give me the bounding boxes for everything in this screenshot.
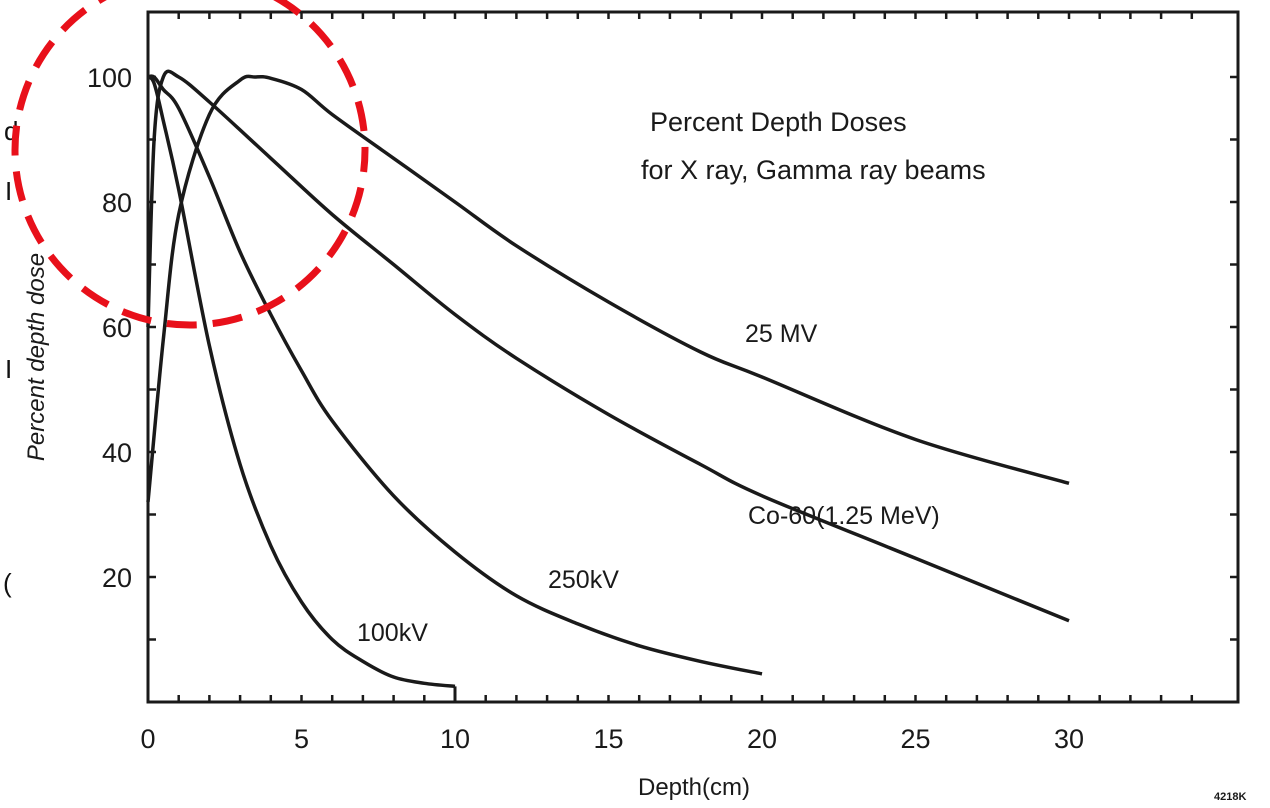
y-tick-label: 60 — [102, 313, 132, 343]
y-tick-label: 100 — [87, 63, 132, 93]
series-label: 100kV — [357, 619, 428, 647]
edge-fragment-1: I — [5, 176, 12, 206]
chart-title: Percent Depth Doses — [650, 107, 907, 137]
x-tick-label: 10 — [440, 724, 470, 754]
edge-fragment-2: I — [5, 354, 12, 384]
series-label: Co-60(1.25 MeV) — [748, 502, 940, 530]
x-tick-label: 30 — [1054, 724, 1084, 754]
series-line — [146, 75, 456, 689]
y-tick-label: 40 — [102, 438, 132, 468]
series-labels: 100kV 250kV Co-60(1.25 MeV) 25 MV — [357, 320, 940, 647]
plot-frame — [146, 10, 1240, 704]
x-tick-labels: 0 5 10 15 20 25 30 — [140, 724, 1084, 754]
series-lines — [146, 69, 1070, 702]
figure-id: 4218K — [1214, 791, 1246, 803]
x-tick-label: 25 — [900, 724, 930, 754]
x-tick-label: 20 — [747, 724, 777, 754]
series-line — [146, 69, 1070, 623]
annotation-circle — [11, 0, 369, 329]
edge-fragment-3: ( — [3, 568, 12, 598]
x-tick-label: 0 — [140, 724, 155, 754]
series-line — [147, 74, 763, 676]
y-tick-labels: 20 40 60 80 100 — [87, 63, 132, 593]
series-line — [146, 74, 1070, 503]
x-tick-label: 15 — [593, 724, 623, 754]
chart-subtitle: for X ray, Gamma ray beams — [641, 155, 986, 185]
y-axis-title: Percent depth dose — [23, 253, 50, 461]
x-tick-label: 5 — [294, 724, 309, 754]
series-label: 25 MV — [745, 320, 818, 348]
y-tick-label: 20 — [102, 563, 132, 593]
y-tick-label: 80 — [102, 188, 132, 218]
x-axis-title: Depth(cm) — [638, 774, 750, 801]
series-label: 250kV — [548, 566, 619, 594]
